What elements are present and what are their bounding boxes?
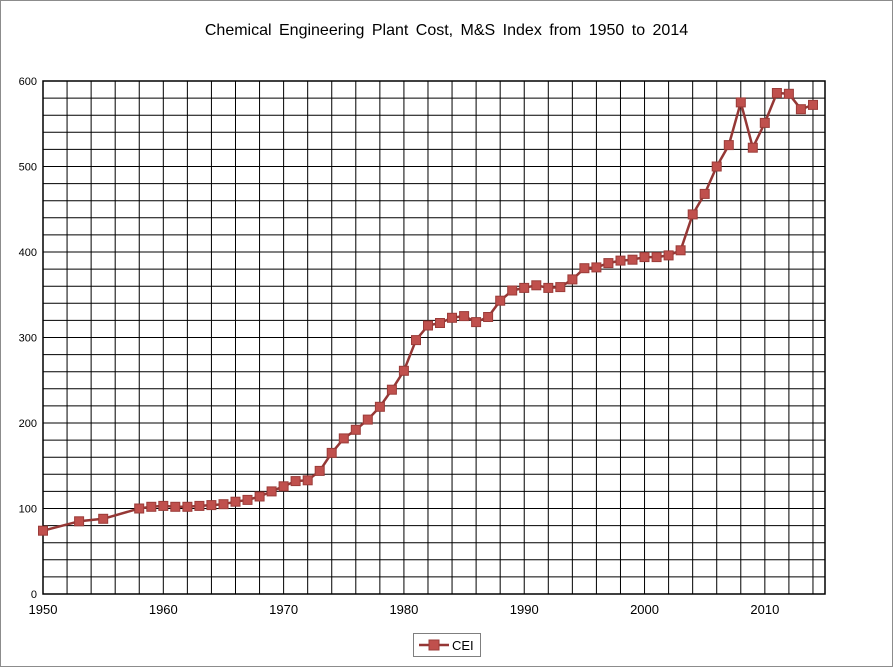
data-point [314,465,325,476]
data-point [218,499,229,510]
data-point [459,311,470,322]
plot-area-border [42,80,826,595]
data-point [483,312,494,322]
data-point [182,501,193,512]
x-tick-label: 1960 [149,602,178,617]
y-tick-label: 500 [19,162,37,174]
data-point [302,475,313,486]
legend-marker-icon [419,639,449,651]
data-point [603,258,614,269]
data-point [98,513,109,524]
legend: CEI [413,633,481,657]
data-point [447,312,457,323]
data-point [386,384,397,395]
data-point [747,142,758,153]
data-point [206,500,217,511]
x-tick-label: 2010 [750,602,779,617]
chart-title: Chemical Engineering Plant Cost, M&S Ind… [204,22,689,39]
data-point [374,401,385,412]
data-point [627,254,638,265]
data-point [266,486,277,497]
data-point [663,250,674,261]
data-point [591,262,602,273]
data-point [615,255,626,266]
data-point [579,263,590,274]
x-tick-label: 1950 [29,602,58,617]
data-point [398,365,409,376]
y-tick-label: 100 [19,504,37,516]
data-point [170,501,181,512]
x-tick-label: 2000 [630,602,659,617]
data-point [759,117,770,128]
data-point [326,447,337,458]
data-point [471,317,482,328]
data-point [783,88,794,99]
data-point [531,280,542,291]
data-point [771,88,782,98]
data-point [639,252,650,263]
data-point [423,320,433,331]
data-point [254,491,265,502]
data-point [411,335,421,346]
grid-lines [42,80,826,595]
data-point [808,99,818,110]
data-point [230,496,241,507]
data-point [146,501,157,512]
data-point [675,245,686,256]
data-point [555,282,566,293]
data-point [435,318,445,328]
data-point [651,252,662,263]
data-point [242,494,253,505]
data-point [158,500,169,511]
data-point [795,104,806,115]
data-point [711,161,722,172]
series-cei [38,88,818,536]
x-tick-label: 1970 [269,602,298,617]
y-tick-label: 200 [19,418,37,430]
data-point [519,282,530,293]
data-point [495,295,506,306]
y-tick-label: 400 [19,247,37,259]
x-tick-label: 1990 [510,602,539,617]
data-point [687,209,698,220]
data-point [278,481,289,492]
data-point [362,414,373,425]
data-point [74,516,85,527]
data-point [338,433,349,444]
data-point [350,424,361,435]
data-point [507,285,518,296]
data-point [567,274,578,285]
y-tick-label: 0 [31,589,37,601]
data-point [290,476,301,487]
data-point [194,500,205,511]
tick-labels: 0 100 200 300 400 500 600 1950 1960 1970 1980 1990 2… [19,76,780,617]
data-point [134,503,145,514]
data-point [723,140,734,151]
legend-label-cei: CEI [452,638,474,653]
data-point [699,188,710,199]
y-tick-label: 600 [19,76,37,88]
y-tick-label: 300 [19,333,37,345]
data-point [543,282,554,293]
data-point [735,97,746,108]
data-point [38,525,48,536]
x-tick-label: 1980 [389,602,418,617]
